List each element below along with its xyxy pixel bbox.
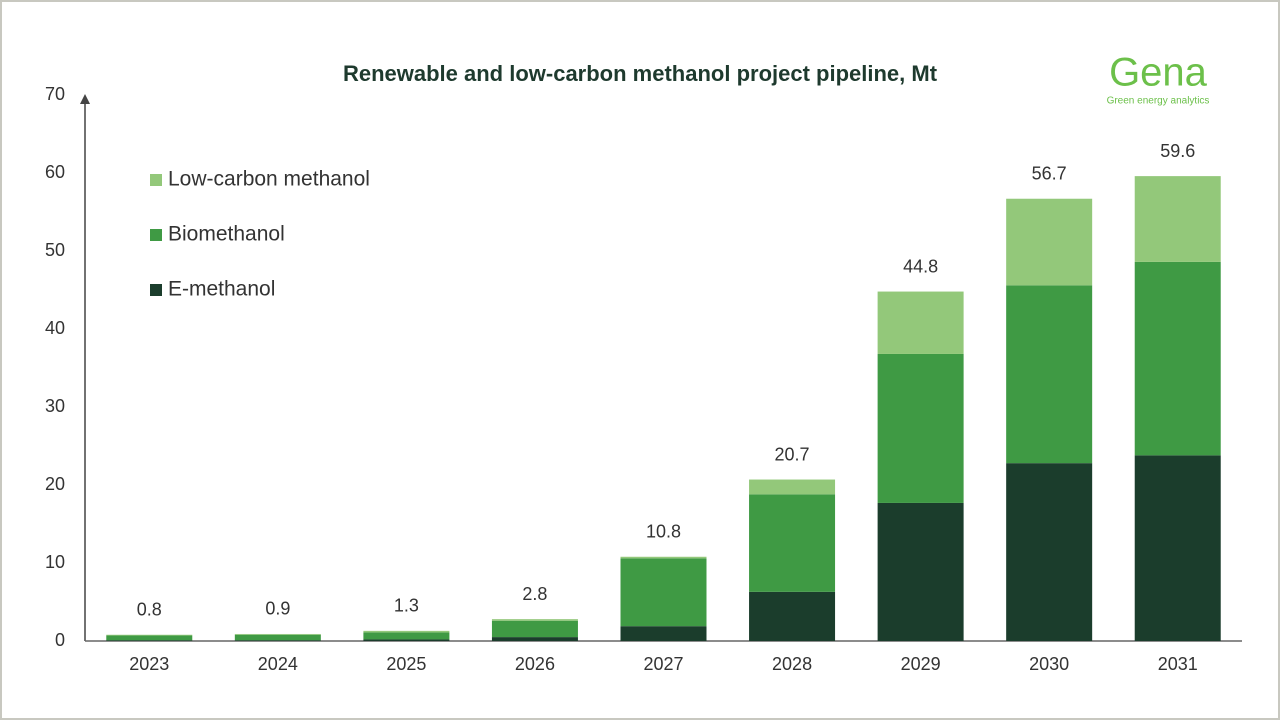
bar-segment bbox=[363, 639, 450, 641]
legend-swatch bbox=[150, 229, 162, 241]
x-tick-label: 2031 bbox=[1158, 654, 1198, 674]
bar-segment bbox=[491, 620, 578, 638]
bar-segment bbox=[877, 502, 964, 641]
total-label: 0.8 bbox=[137, 600, 162, 620]
y-tick-label: 40 bbox=[45, 318, 65, 338]
bar-segment bbox=[877, 353, 964, 503]
legend-swatch bbox=[150, 174, 162, 186]
y-tick-label: 20 bbox=[45, 474, 65, 494]
total-label: 0.9 bbox=[265, 599, 290, 619]
total-label: 44.8 bbox=[903, 256, 938, 276]
y-axis-arrow bbox=[80, 94, 90, 104]
bar-segment bbox=[1134, 455, 1221, 641]
total-label: 59.6 bbox=[1160, 141, 1195, 161]
bar-segment bbox=[106, 640, 193, 641]
x-tick-label: 2023 bbox=[129, 654, 169, 674]
bar-segment bbox=[620, 556, 707, 559]
bar-segment bbox=[1006, 198, 1093, 286]
y-tick-label: 30 bbox=[45, 396, 65, 416]
y-tick-label: 0 bbox=[55, 630, 65, 650]
x-tick-label: 2024 bbox=[258, 654, 298, 674]
bar-segment bbox=[363, 632, 450, 640]
total-label: 56.7 bbox=[1032, 163, 1067, 183]
logo-tagline: Green energy analytics bbox=[1107, 96, 1210, 107]
x-tick-label: 2029 bbox=[901, 654, 941, 674]
x-tick-label: 2026 bbox=[515, 654, 555, 674]
bar-segment bbox=[1134, 261, 1221, 456]
bar-segment bbox=[234, 634, 321, 641]
bar-segment bbox=[749, 494, 836, 592]
legend-label: Low-carbon methanol bbox=[168, 168, 370, 191]
bar-segment bbox=[620, 558, 707, 627]
legend-swatch bbox=[150, 284, 162, 296]
y-tick-label: 60 bbox=[45, 162, 65, 182]
bar-segment bbox=[491, 637, 578, 641]
bar-segment bbox=[749, 591, 836, 641]
bar-segment bbox=[106, 635, 193, 641]
bar-segment bbox=[363, 630, 450, 633]
chart-title: Renewable and low-carbon methanol projec… bbox=[343, 61, 938, 86]
legend-label: E-methanol bbox=[168, 278, 275, 301]
bar-segment bbox=[620, 626, 707, 641]
x-tick-label: 2025 bbox=[386, 654, 426, 674]
bar-segment bbox=[234, 640, 321, 641]
legend-label: Biomethanol bbox=[168, 223, 285, 246]
bar-segment bbox=[1006, 463, 1093, 641]
bar-segment bbox=[1006, 285, 1093, 464]
bar-segment bbox=[749, 479, 836, 495]
total-label: 2.8 bbox=[522, 584, 547, 604]
total-label: 20.7 bbox=[775, 444, 810, 464]
bar-segment bbox=[106, 634, 193, 636]
bar-segment bbox=[491, 619, 578, 621]
bar-segment bbox=[234, 633, 321, 635]
logo-name: Gena bbox=[1109, 51, 1208, 95]
total-label: 1.3 bbox=[394, 596, 419, 616]
x-tick-label: 2028 bbox=[772, 654, 812, 674]
y-tick-label: 70 bbox=[45, 84, 65, 104]
total-label: 10.8 bbox=[646, 522, 681, 542]
y-tick-label: 50 bbox=[45, 240, 65, 260]
bar-segment bbox=[1134, 176, 1221, 262]
x-tick-label: 2030 bbox=[1029, 654, 1069, 674]
bar-segment bbox=[877, 291, 964, 354]
y-tick-label: 10 bbox=[45, 552, 65, 572]
x-tick-label: 2027 bbox=[643, 654, 683, 674]
